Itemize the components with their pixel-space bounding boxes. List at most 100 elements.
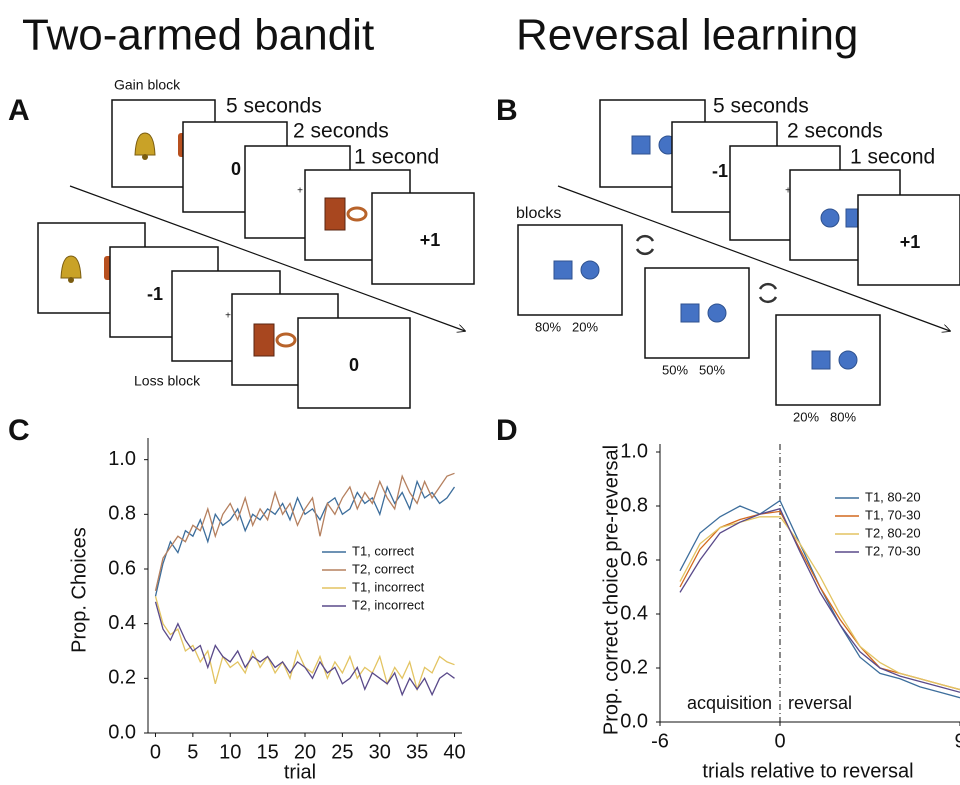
bell-icon <box>60 255 82 279</box>
x-axis-label: trial <box>284 761 316 783</box>
legend-label: T2, incorrect <box>352 597 425 612</box>
label: 2 seconds <box>293 120 389 143</box>
x-tick-label: 5 <box>187 741 198 763</box>
square-stimulus <box>680 303 700 323</box>
bell-clapper <box>142 154 148 160</box>
y-axis-label: Prop. Choices <box>68 527 90 653</box>
cycle-icon <box>635 234 655 242</box>
legend-label: T2, 70-30 <box>865 543 921 558</box>
y-tick-label: 0.8 <box>108 503 136 525</box>
timeline-arrow <box>69 185 465 331</box>
y-tick-label: 0.0 <box>620 710 648 732</box>
y-tick-label: 0.4 <box>108 612 136 634</box>
label: + <box>297 186 303 197</box>
label: Loss block <box>134 373 201 389</box>
legend-label: T2, 80-20 <box>865 525 921 540</box>
cycle-icon <box>758 282 778 290</box>
label: Gain block <box>114 77 181 93</box>
label: 20% <box>572 319 598 334</box>
ring-icon <box>275 332 297 348</box>
label: 0 <box>349 355 359 375</box>
bell-clapper <box>68 277 74 283</box>
y-tick-label: 0.6 <box>108 557 136 579</box>
y-tick-label: 0.4 <box>620 602 648 624</box>
bell-icon <box>134 132 156 156</box>
label: 5 seconds <box>226 95 322 118</box>
label: 50% <box>662 362 688 377</box>
x-tick-label: 20 <box>294 741 316 763</box>
label: 20% <box>793 409 819 424</box>
x-axis-label: trials relative to reversal <box>702 760 913 782</box>
legend-label: T2, correct <box>352 561 415 576</box>
label: +1 <box>420 230 441 250</box>
label: -1 <box>147 284 163 304</box>
screen <box>371 192 475 285</box>
label: 2 seconds <box>787 120 883 143</box>
screen <box>857 194 960 286</box>
title: Two-armed bandit <box>22 11 374 60</box>
x-tick-label: 0 <box>150 741 161 763</box>
y-axis-label: Prop. correct choice pre-reversal <box>600 445 622 735</box>
series-line <box>679 507 960 693</box>
label: + <box>225 311 231 322</box>
y-tick-label: 0.2 <box>108 667 136 689</box>
circle-stimulus <box>838 350 858 370</box>
x-tick-label: 15 <box>256 741 278 763</box>
annotation: acquisition <box>687 693 772 713</box>
label: 80% <box>535 319 561 334</box>
legend-label: T1, correct <box>352 543 415 558</box>
circle-stimulus <box>707 303 727 323</box>
square-stimulus <box>631 135 651 155</box>
label: 5 seconds <box>713 95 809 118</box>
y-tick-label: 0.2 <box>620 656 648 678</box>
cycle-icon <box>635 248 655 256</box>
x-tick-label: 40 <box>443 741 465 763</box>
label: +1 <box>900 232 921 252</box>
x-tick-label: 30 <box>369 741 391 763</box>
label: 1 second <box>850 146 935 169</box>
circle-stimulus <box>580 260 600 280</box>
legend-label: T1, incorrect <box>352 579 425 594</box>
legend-label: T1, 70-30 <box>865 507 921 522</box>
label: + <box>785 186 791 197</box>
x-tick-label: 0 <box>774 730 785 752</box>
y-tick-label: 0.6 <box>620 548 648 570</box>
book-icon <box>253 323 275 357</box>
x-tick-label: 9 <box>954 730 960 752</box>
label: -1 <box>712 161 728 181</box>
label: 0 <box>231 159 241 179</box>
series-line <box>154 479 456 597</box>
ring-icon <box>346 206 368 222</box>
circle-stimulus <box>820 208 840 228</box>
square-stimulus <box>553 260 573 280</box>
x-tick-label: -6 <box>651 730 669 752</box>
square-stimulus <box>811 350 831 370</box>
series-line <box>679 516 960 691</box>
x-tick-label: 10 <box>219 741 241 763</box>
x-tick-label: 25 <box>331 741 353 763</box>
screen <box>297 317 411 409</box>
timeline-arrow <box>557 185 950 331</box>
y-tick-label: 1.0 <box>620 440 648 462</box>
y-tick-label: 0.8 <box>620 494 648 516</box>
y-tick-label: 1.0 <box>108 448 136 470</box>
x-tick-label: 35 <box>406 741 428 763</box>
series-line <box>154 472 455 592</box>
label: 1 second <box>354 146 439 169</box>
cycle-icon <box>758 296 778 304</box>
legend-label: T1, 80-20 <box>865 489 921 504</box>
label: 50% <box>699 362 725 377</box>
panel-label: D <box>496 414 518 447</box>
label: 80% <box>830 409 856 424</box>
book-icon <box>324 197 346 231</box>
panel-label: C <box>8 414 30 447</box>
series-line <box>154 601 455 697</box>
panel-label: B <box>496 94 518 127</box>
label: blocks <box>516 205 561 222</box>
y-tick-label: 0.0 <box>108 721 136 743</box>
title: Reversal learning <box>516 11 858 60</box>
annotation: reversal <box>788 693 852 713</box>
panel-label: A <box>8 94 30 127</box>
